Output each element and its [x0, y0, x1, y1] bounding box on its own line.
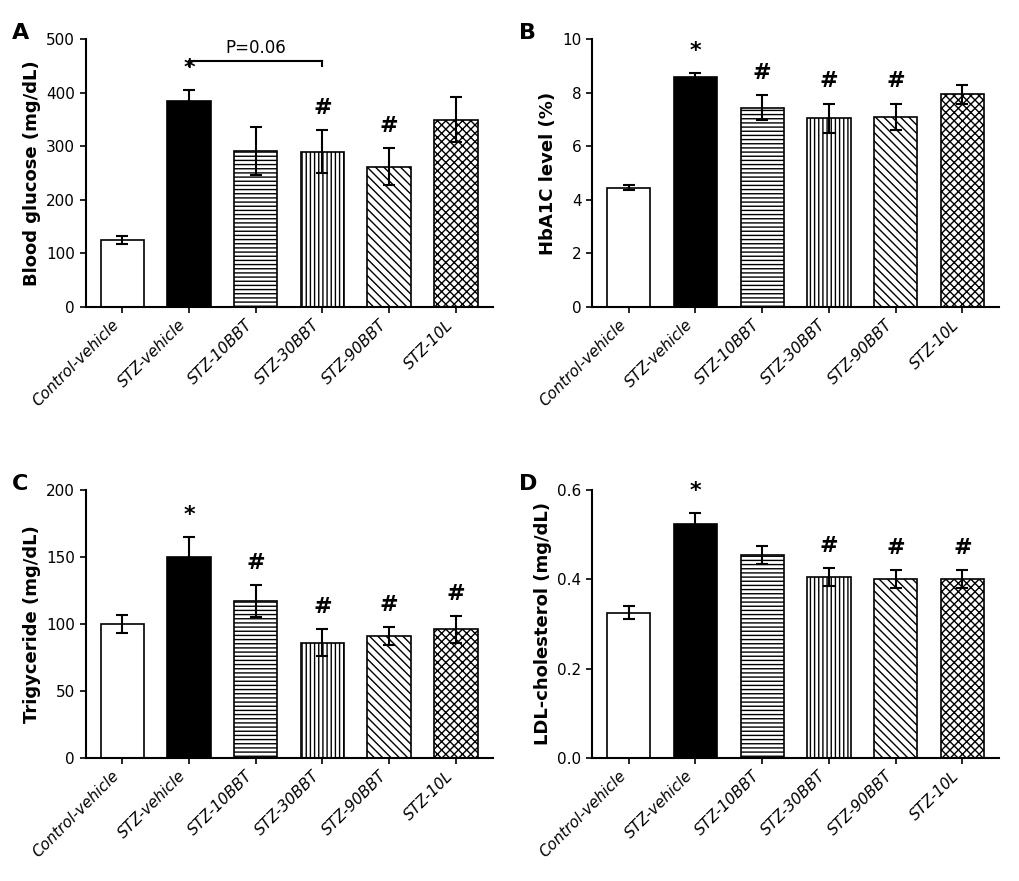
Bar — [940, 94, 983, 307]
Text: *: * — [183, 505, 195, 525]
Bar — [740, 107, 784, 307]
Text: *: * — [689, 480, 701, 500]
Text: #: # — [952, 538, 971, 559]
Text: #: # — [446, 584, 465, 603]
Text: C: C — [12, 474, 29, 494]
Bar — [233, 151, 277, 307]
Text: #: # — [379, 595, 398, 615]
Y-axis label: Trigyceride (mg/dL): Trigyceride (mg/dL) — [22, 525, 41, 722]
Bar — [167, 100, 211, 307]
Text: #: # — [752, 63, 770, 84]
Text: #: # — [313, 597, 331, 618]
Bar — [806, 118, 850, 307]
Text: #: # — [379, 116, 398, 136]
Bar — [940, 580, 983, 758]
Text: #: # — [886, 71, 904, 92]
Bar — [301, 152, 343, 307]
Bar — [101, 240, 144, 307]
Bar — [740, 555, 784, 758]
Bar — [367, 636, 411, 758]
Text: #: # — [819, 71, 838, 92]
Bar — [606, 188, 650, 307]
Bar — [674, 523, 716, 758]
Text: #: # — [247, 553, 265, 574]
Y-axis label: HbA1C level (%): HbA1C level (%) — [538, 92, 556, 255]
Bar — [873, 117, 916, 307]
Bar — [434, 629, 477, 758]
Text: B: B — [519, 23, 535, 43]
Bar — [101, 624, 144, 758]
Bar — [167, 557, 211, 758]
Text: P=0.06: P=0.06 — [225, 39, 285, 56]
Bar — [873, 580, 916, 758]
Y-axis label: LDL-cholesterol (mg/dL): LDL-cholesterol (mg/dL) — [533, 502, 551, 745]
Text: #: # — [313, 98, 331, 118]
Text: #: # — [819, 537, 838, 556]
Text: #: # — [886, 538, 904, 559]
Bar — [674, 77, 716, 307]
Text: D: D — [519, 474, 537, 494]
Text: *: * — [183, 58, 195, 78]
Text: *: * — [689, 41, 701, 61]
Bar — [233, 601, 277, 758]
Y-axis label: Blood glucose (mg/dL): Blood glucose (mg/dL) — [22, 60, 41, 285]
Bar — [806, 577, 850, 758]
Bar — [434, 120, 477, 307]
Bar — [301, 642, 343, 758]
Text: A: A — [12, 23, 30, 43]
Bar — [367, 167, 411, 307]
Bar — [606, 613, 650, 758]
